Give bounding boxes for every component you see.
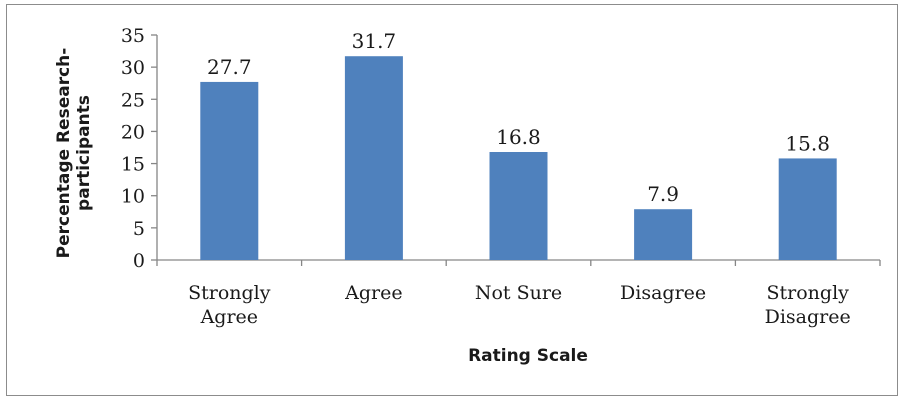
bar — [200, 81, 259, 260]
y-axis-title: Percentage Research- participants — [54, 48, 94, 259]
x-category-label: Strongly — [188, 282, 271, 304]
x-category-label: Disagree — [620, 282, 706, 304]
x-category-label: Strongly — [767, 282, 850, 304]
data-label: 7.9 — [647, 182, 679, 206]
x-category-label: Agree — [344, 282, 402, 304]
chart-frame: Percentage Research- participants Rating… — [6, 4, 898, 396]
data-label: 15.8 — [785, 131, 830, 155]
y-tick-label: 35 — [121, 25, 145, 47]
y-tick-label: 10 — [121, 186, 145, 208]
bar — [778, 158, 837, 260]
data-label: 27.7 — [207, 55, 252, 79]
x-category-label: Agree — [200, 306, 258, 328]
y-tick-label: 15 — [121, 154, 145, 176]
bar — [344, 56, 403, 260]
y-tick-label: 0 — [133, 250, 145, 272]
x-category-label: Disagree — [765, 306, 851, 328]
data-label: 16.8 — [496, 125, 541, 149]
y-tick-label: 30 — [121, 57, 145, 79]
y-tick-label: 25 — [121, 89, 145, 111]
x-category-label: Not Sure — [475, 282, 562, 304]
y-axis-title-line-2: participants — [74, 95, 94, 211]
bar — [489, 152, 548, 260]
bar-chart: Percentage Research- participants Rating… — [54, 25, 881, 366]
data-label: 31.7 — [352, 29, 397, 53]
plot-area: 0510152025303527.7StronglyAgree31.7Agree… — [121, 25, 881, 328]
y-axis-title-line-1: Percentage Research- — [54, 48, 74, 259]
x-axis-title: Rating Scale — [468, 346, 588, 366]
bar — [634, 209, 693, 260]
y-tick-label: 5 — [133, 218, 145, 240]
y-tick-label: 20 — [121, 121, 145, 143]
